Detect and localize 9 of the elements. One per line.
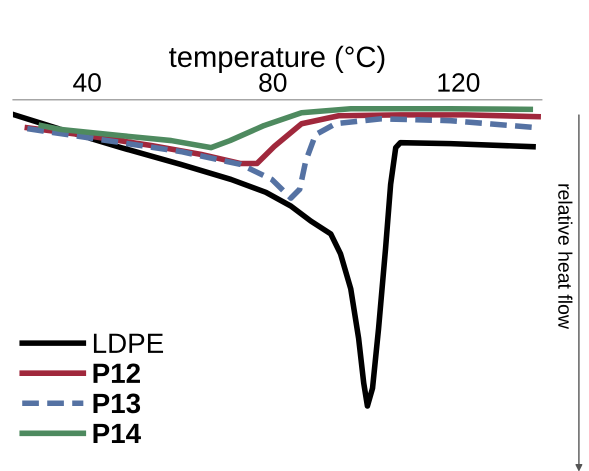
- y2-axis-title: relative heat flow: [558, 184, 572, 329]
- legend-label: P13: [94, 394, 140, 414]
- x-tick-label: 40: [73, 73, 101, 92]
- legend-label: P12: [94, 363, 140, 383]
- legend-label: P14: [94, 424, 141, 444]
- legend-label: LDPE: [94, 334, 164, 353]
- x-tick-label: 120: [438, 73, 480, 92]
- x-tick-label: 80: [259, 73, 286, 92]
- x-axis-title: temperature (°C): [169, 46, 384, 73]
